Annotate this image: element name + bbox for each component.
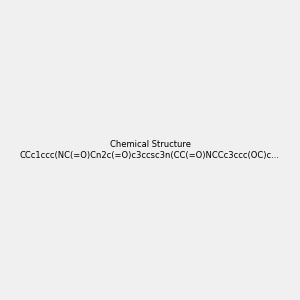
Text: Chemical Structure
CCc1ccc(NC(=O)Cn2c(=O)c3ccsc3n(CC(=O)NCCc3ccc(OC)c...: Chemical Structure CCc1ccc(NC(=O)Cn2c(=O…: [20, 140, 280, 160]
